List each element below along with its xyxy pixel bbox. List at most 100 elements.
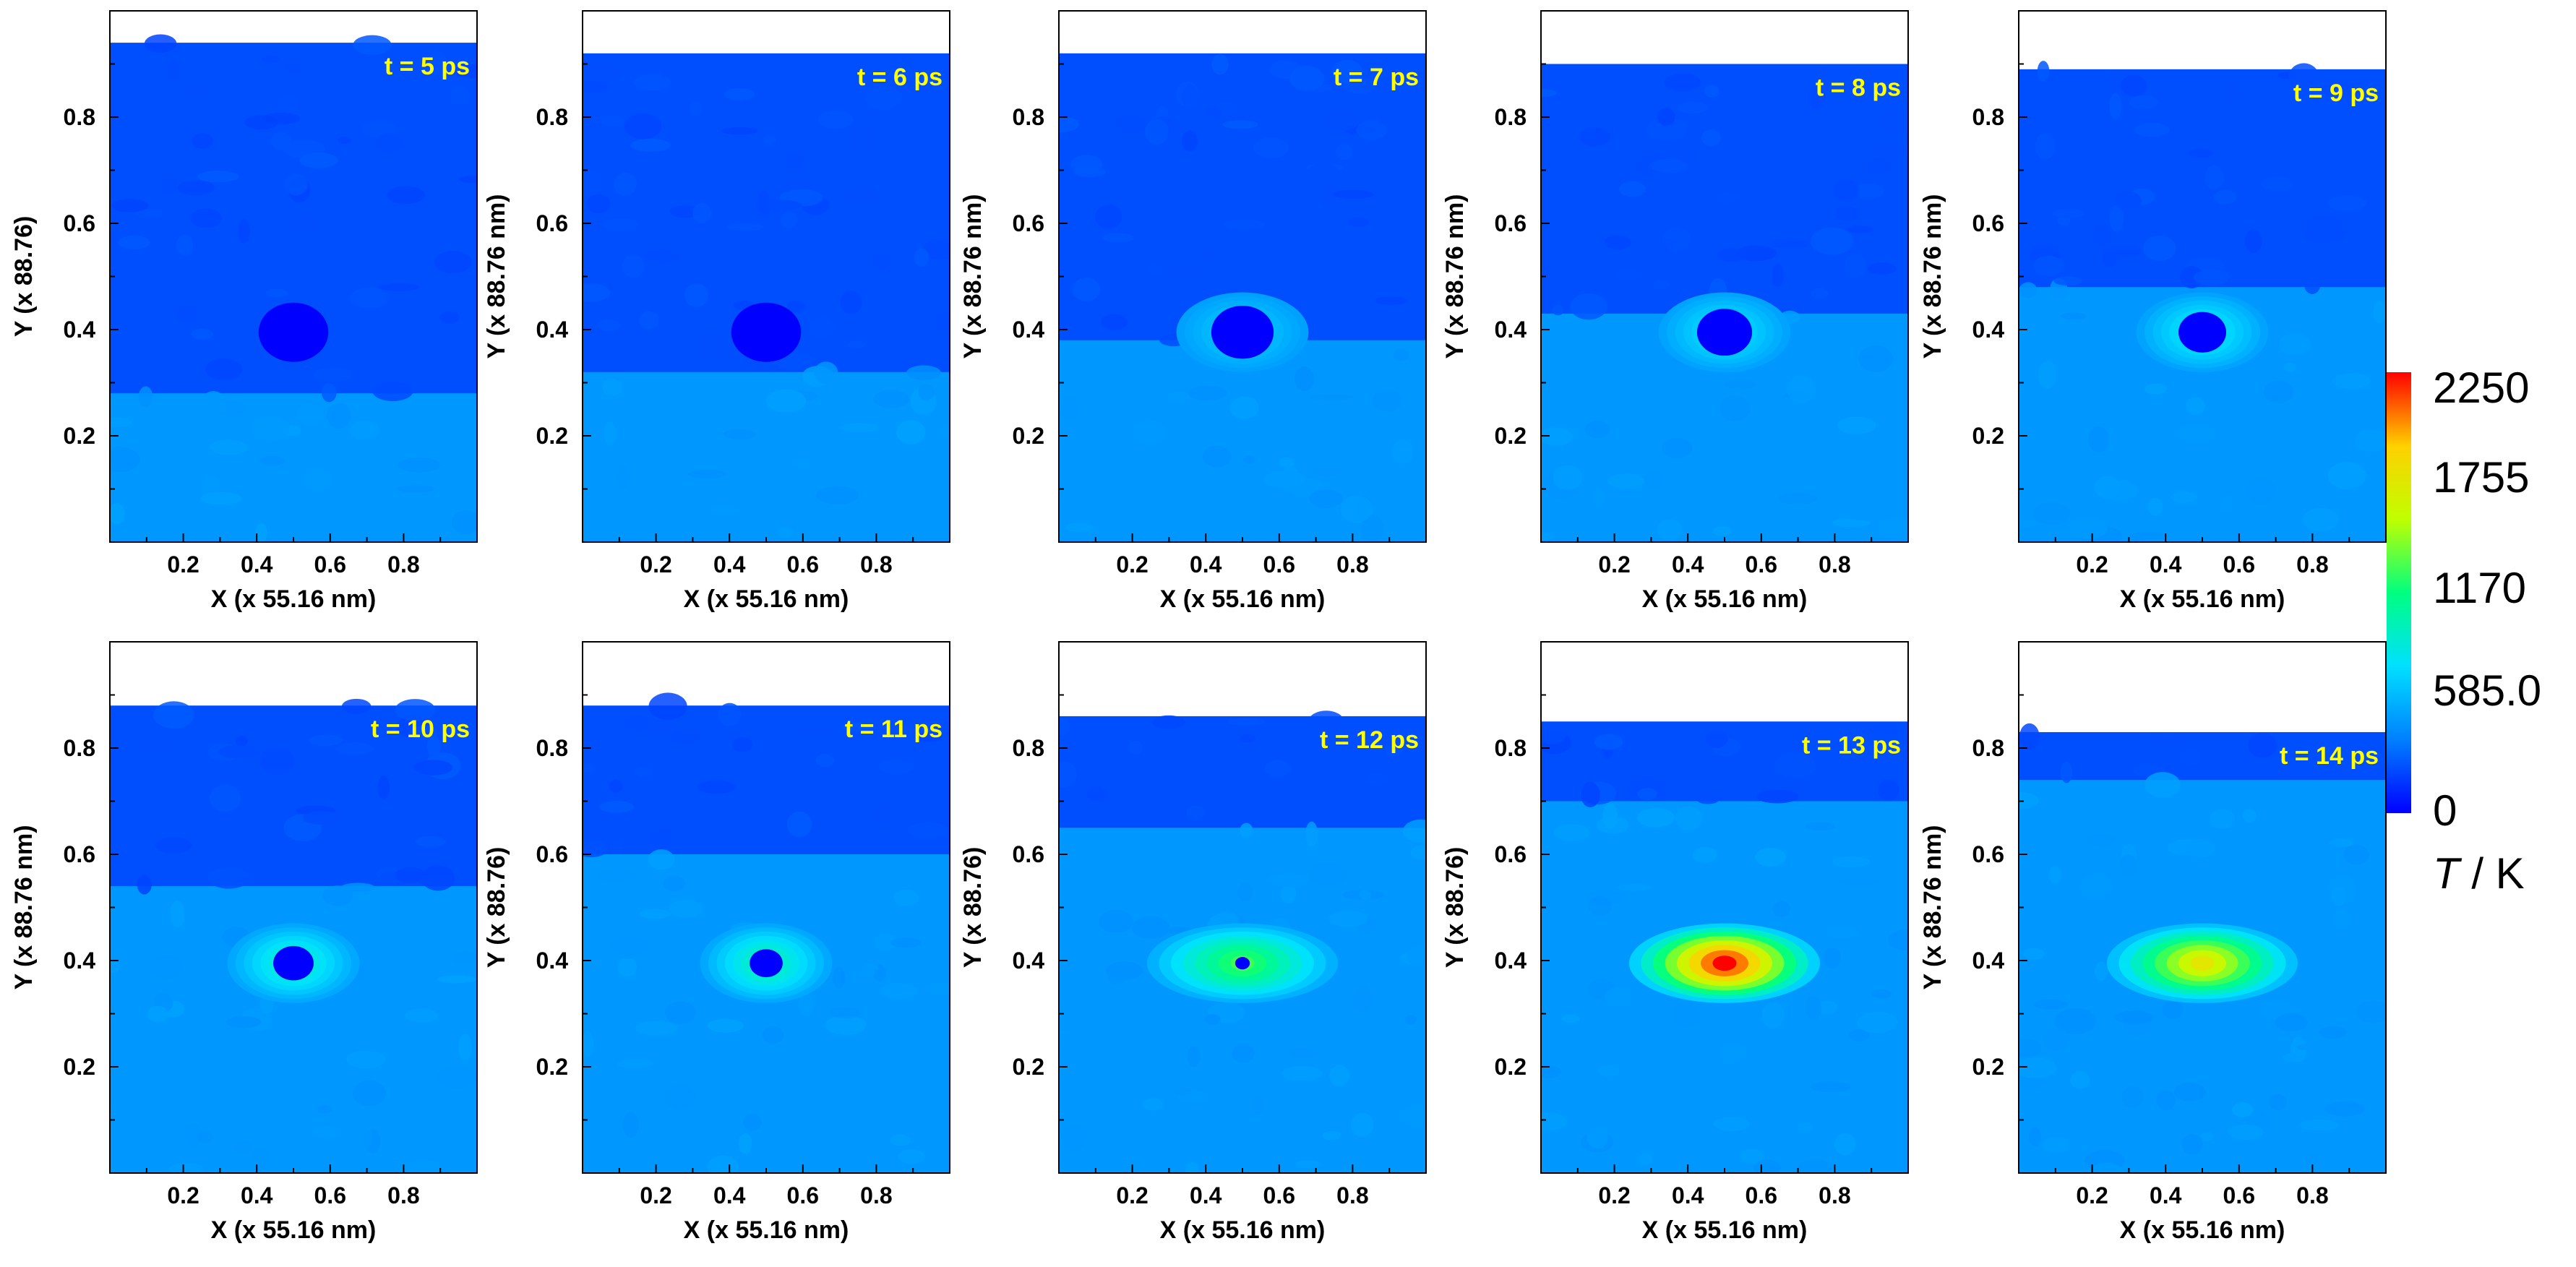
noise-patch [1325, 109, 1360, 131]
x-tick-label: 0.2 [167, 1182, 199, 1208]
noise-patch [2357, 1055, 2372, 1081]
noise-patch [1736, 245, 1777, 262]
noise-patch [1847, 502, 1885, 521]
noise-patch [177, 180, 215, 196]
noise-patch [2032, 502, 2071, 525]
x-tick-label: 0.6 [1263, 551, 1295, 577]
x-tick-label: 0.8 [1336, 1182, 1368, 1208]
noise-patch [2121, 1086, 2144, 1109]
noise-patch [1393, 348, 1409, 361]
noise-patch [2134, 122, 2170, 137]
temperature-field [2019, 11, 2386, 542]
x-axis-label: X (x 55.16 nm) [1642, 1216, 1808, 1244]
y-tick-label: 0.4 [1013, 317, 1045, 343]
noise-patch [1541, 1065, 1561, 1078]
y-tick-label: 0.2 [1013, 1054, 1044, 1080]
y-tick-label: 0.6 [64, 210, 95, 236]
noise-patch [2302, 215, 2345, 244]
noise-patch [1541, 726, 1566, 744]
noise-patch [841, 722, 872, 731]
noise-patch [1116, 113, 1145, 135]
noise-patch [1772, 263, 1784, 288]
noise-patch [2186, 397, 2205, 416]
noise-patch [160, 175, 177, 195]
noise-patch [406, 1159, 440, 1173]
y-tick-label: 0.8 [64, 104, 95, 130]
noise-patch [1553, 465, 1583, 491]
noise-patch [1331, 60, 1363, 84]
noise-patch [1145, 119, 1169, 145]
noise-patch [1230, 396, 1259, 419]
noise-patch [259, 747, 295, 774]
y-tick-label: 0.4 [1972, 948, 2005, 974]
noise-patch [2037, 61, 2050, 82]
noise-patch [1295, 1160, 1321, 1169]
noise-patch [1810, 1081, 1852, 1093]
noise-patch [1253, 137, 1289, 159]
noise-patch [2108, 246, 2142, 257]
noise-patch [840, 291, 862, 314]
noise-patch [2245, 477, 2277, 504]
noise-patch [299, 152, 338, 168]
noise-patch [1847, 969, 1884, 981]
noise-patch [1133, 419, 1167, 446]
noise-patch [1602, 802, 1618, 830]
noise-patch [439, 311, 460, 324]
noise-patch [1348, 217, 1369, 228]
noise-patch [2353, 429, 2386, 453]
noise-patch [1372, 390, 1402, 413]
noise-patch [1693, 846, 1717, 863]
noise-patch [1263, 471, 1305, 488]
noise-patch [1879, 517, 1908, 541]
x-tick-label: 0.8 [1819, 551, 1850, 577]
noise-patch [1866, 722, 1905, 735]
noise-patch [1404, 1015, 1417, 1025]
x-tick-label: 0.4 [241, 1182, 273, 1208]
noise-patch [2288, 63, 2319, 90]
x-tick-label: 0.8 [387, 551, 419, 577]
y-tick-label: 0.2 [536, 423, 568, 449]
y-tick-label: 0.8 [64, 735, 95, 761]
noise-patch [1570, 293, 1607, 320]
noise-patch [1340, 495, 1373, 523]
y-tick-label: 0.6 [1495, 841, 1527, 867]
noise-patch [2052, 208, 2085, 218]
noise-patch [2162, 1000, 2184, 1019]
noise-patch [596, 319, 621, 332]
y-tick-label: 0.8 [1495, 104, 1527, 130]
noise-patch [434, 251, 472, 274]
noise-patch [150, 531, 166, 542]
noise-patch [1561, 1014, 1580, 1023]
cold-particle [1696, 309, 1753, 356]
noise-patch [1638, 1153, 1653, 1165]
time-label: t = 5 ps [385, 53, 470, 80]
noise-patch [1128, 740, 1143, 755]
noise-patch [121, 285, 155, 308]
noise-patch [1175, 498, 1203, 523]
noise-patch [622, 254, 645, 278]
noise-patch [1072, 278, 1101, 301]
noise-patch [1718, 1043, 1746, 1062]
noise-patch [1787, 375, 1816, 403]
noise-patch [918, 383, 935, 401]
noise-patch [1242, 456, 1256, 464]
noise-patch [285, 173, 308, 196]
noise-patch [1407, 945, 1426, 966]
noise-patch [1588, 896, 1613, 916]
noise-patch [335, 742, 374, 755]
noise-patch [350, 287, 389, 309]
noise-patch [1594, 734, 1623, 750]
noise-patch [136, 739, 176, 750]
x-tick-label: 0.2 [1598, 1182, 1630, 1208]
noise-patch [395, 699, 436, 721]
noise-patch [2114, 1010, 2155, 1024]
noise-patch [1391, 133, 1426, 151]
noise-patch [2131, 534, 2144, 542]
noise-patch [1879, 108, 1908, 132]
noise-patch [816, 486, 859, 504]
noise-patch [251, 415, 291, 442]
noise-patch [413, 760, 453, 776]
noise-patch [170, 900, 185, 928]
cold-particle [258, 302, 329, 362]
noise-patch [1541, 532, 1555, 541]
